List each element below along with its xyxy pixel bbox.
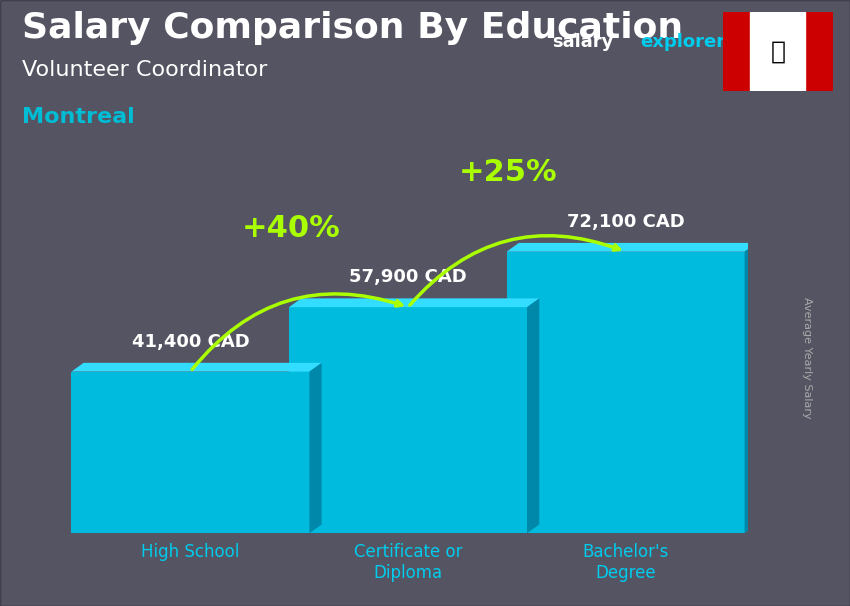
Text: salary: salary	[552, 33, 614, 52]
Polygon shape	[527, 298, 539, 533]
Text: explorer: explorer	[640, 33, 725, 52]
Polygon shape	[71, 363, 321, 371]
Text: Volunteer Coordinator: Volunteer Coordinator	[22, 60, 267, 80]
Text: High School: High School	[141, 543, 240, 561]
Polygon shape	[745, 243, 756, 533]
Bar	[805, 12, 833, 91]
Text: Average Yearly Salary: Average Yearly Salary	[802, 297, 813, 418]
Text: Bachelor's
Degree: Bachelor's Degree	[582, 543, 669, 582]
Text: .com: .com	[763, 33, 813, 52]
Text: Certificate or
Diploma: Certificate or Diploma	[354, 543, 462, 582]
Text: 72,100 CAD: 72,100 CAD	[567, 213, 684, 231]
Bar	[750, 12, 805, 91]
Polygon shape	[507, 243, 756, 251]
Text: 41,400 CAD: 41,400 CAD	[132, 333, 249, 350]
FancyBboxPatch shape	[507, 251, 745, 533]
Text: Salary Comparison By Education: Salary Comparison By Education	[22, 11, 683, 45]
Text: Montreal: Montreal	[22, 107, 134, 127]
FancyBboxPatch shape	[289, 307, 527, 533]
Polygon shape	[309, 363, 321, 533]
Bar	[722, 12, 750, 91]
Text: 57,900 CAD: 57,900 CAD	[349, 268, 467, 286]
Text: +25%: +25%	[459, 158, 558, 187]
Text: 🍁: 🍁	[770, 39, 785, 64]
Text: +40%: +40%	[241, 214, 340, 243]
FancyBboxPatch shape	[71, 371, 309, 533]
Polygon shape	[289, 298, 539, 307]
